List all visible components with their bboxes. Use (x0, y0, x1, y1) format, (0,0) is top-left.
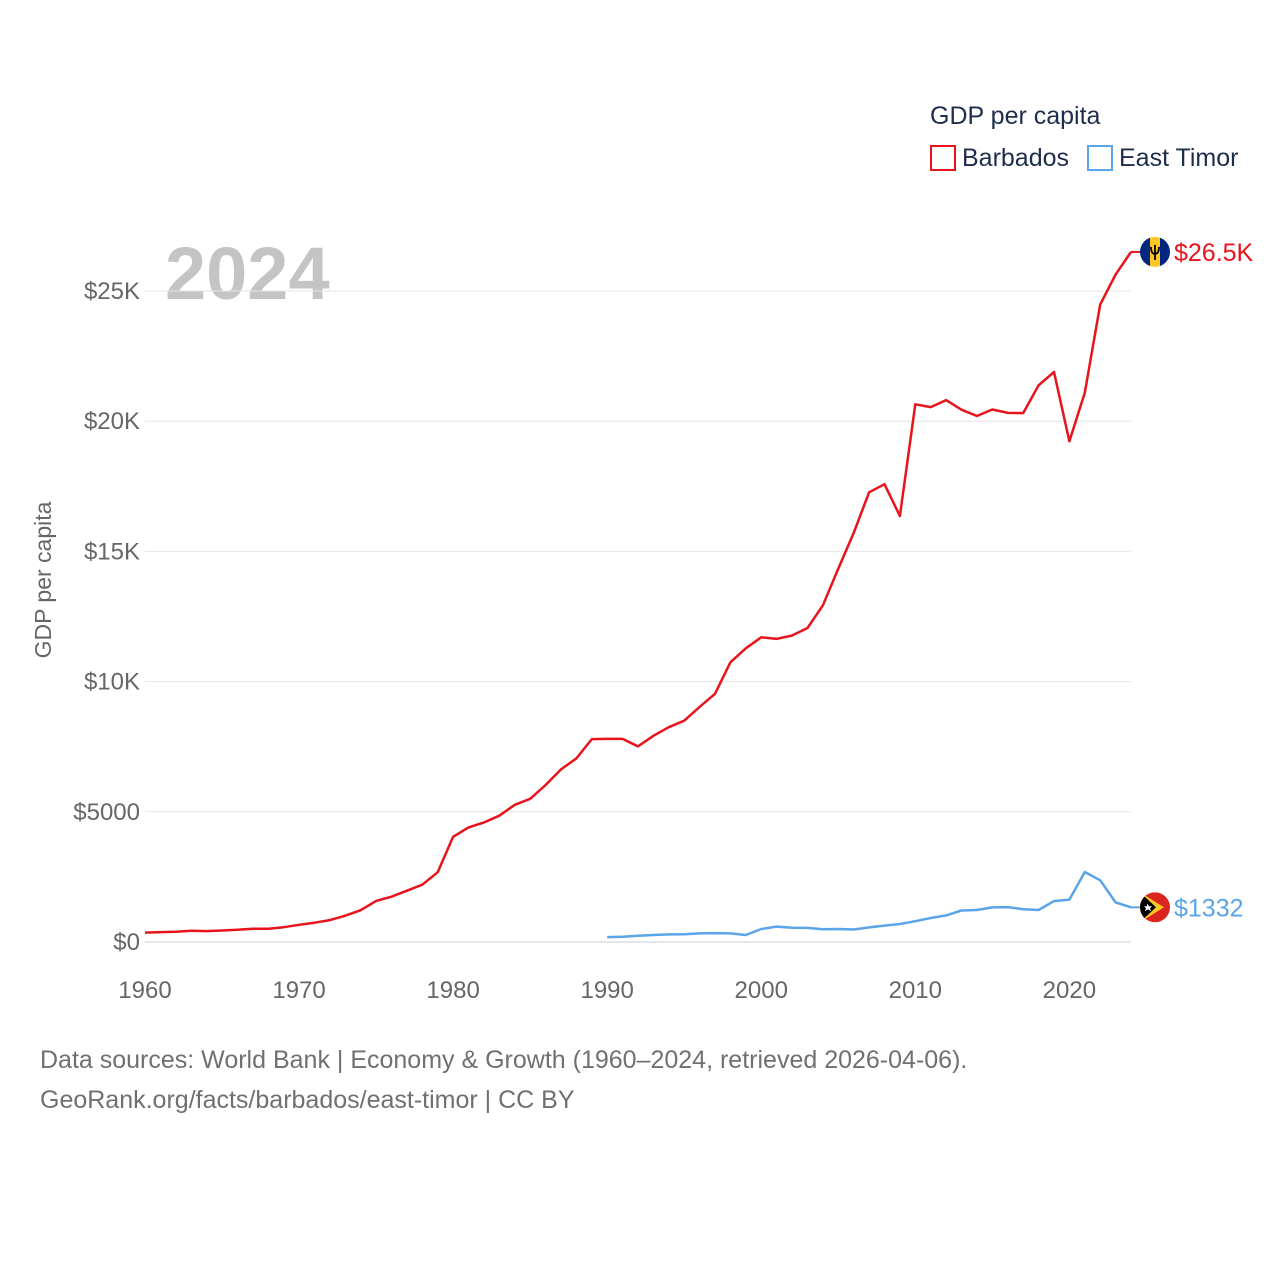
legend-label-barbados[interactable]: Barbados (962, 144, 1069, 172)
barbados-end-value: $26.5K (1174, 239, 1254, 267)
x-tick-label: 1970 (272, 977, 325, 1004)
footer: Data sources: World Bank | Economy & Gro… (40, 1040, 967, 1120)
x-tick-label: 1980 (426, 977, 479, 1004)
east-timor-flag-icon (1140, 892, 1170, 923)
legend-label-east-timor[interactable]: East Timor (1119, 144, 1238, 172)
legend-title: GDP per capita (930, 102, 1101, 130)
east-timor-end-value: $1332 (1174, 894, 1244, 922)
y-ticks: $0 $5000 $10K $15K $20K $25K (73, 278, 140, 956)
source-url-text: GeoRank.org/facts/barbados/east-timor | … (40, 1086, 575, 1114)
x-tick-label: 2010 (889, 977, 942, 1004)
y-tick-label: $15K (84, 538, 140, 565)
y-tick-label: $10K (84, 669, 140, 696)
legend-swatch-east-timor[interactable] (1087, 145, 1113, 171)
y-tick-label: $0 (113, 929, 140, 956)
data-source-text: Data sources: World Bank | Economy & Gro… (40, 1046, 968, 1074)
x-ticks: 1960 1970 1980 1990 2000 2010 2020 (118, 977, 1096, 1004)
barbados-flag-icon (1140, 236, 1170, 267)
y-axis-label: GDP per capita (30, 501, 56, 658)
y-tick-label: $25K (84, 278, 140, 305)
series-line-east-timor[interactable] (607, 870, 1132, 939)
series-lines (144, 250, 1140, 939)
y-tick-label: $20K (84, 408, 140, 435)
legend: GDP per capita Barbados East Timor (930, 102, 1238, 172)
y-tick-label: $5000 (73, 799, 140, 826)
grid (145, 290, 1131, 943)
legend-swatch-barbados[interactable] (930, 145, 956, 171)
x-tick-label: 1990 (580, 977, 633, 1004)
year-label: 2024 (165, 232, 330, 315)
series-line-barbados[interactable] (144, 251, 1133, 934)
x-tick-label: 1960 (118, 977, 171, 1004)
x-tick-label: 2000 (735, 977, 788, 1004)
line-chart: GDP per capita Barbados East Timor 2024 … (30, 102, 1254, 1004)
x-tick-label: 2020 (1043, 977, 1096, 1004)
